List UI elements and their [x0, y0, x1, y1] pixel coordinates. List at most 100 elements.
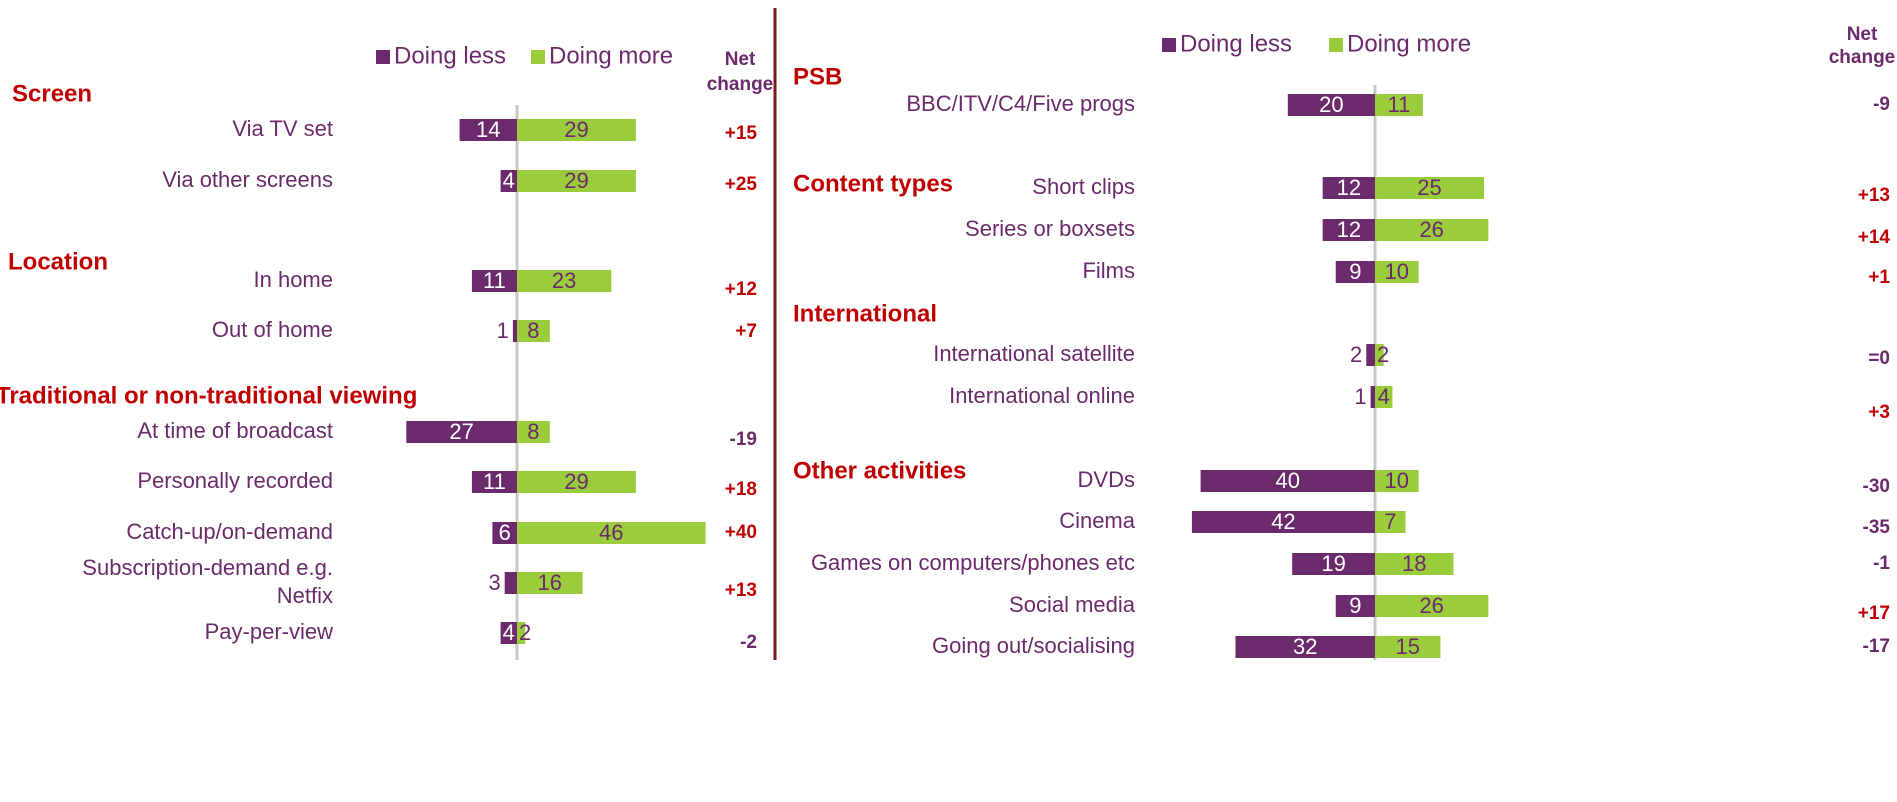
- bar-more: [517, 119, 636, 141]
- category-label: Via other screens: [162, 167, 333, 192]
- net-change: -35: [1863, 517, 1891, 538]
- bar-more: [517, 270, 612, 292]
- bar-less: [471, 270, 517, 292]
- value-label: 16: [538, 570, 562, 595]
- bar-more: [517, 421, 550, 443]
- category-label: At time of broadcast: [137, 418, 333, 443]
- category-label: BBC/ITV/C4/Five progs: [906, 91, 1135, 116]
- bar-less: [406, 421, 517, 443]
- net-change: +3: [1868, 402, 1890, 423]
- value-label: 2: [1350, 342, 1362, 367]
- net-change: +15: [725, 123, 758, 144]
- bar-less: [471, 471, 517, 493]
- bar-more: [517, 572, 583, 594]
- bar-more: [517, 170, 636, 192]
- bar-more: [1375, 219, 1489, 241]
- category-label: Games on computers/phones etc: [811, 550, 1135, 575]
- bar-less: [500, 170, 517, 192]
- bar-less: [492, 522, 517, 544]
- category-label: Cinema: [1059, 508, 1136, 533]
- bar-less: [1335, 261, 1375, 283]
- bar-more: [1375, 636, 1441, 658]
- net-change-header: Net change: [1829, 24, 1896, 68]
- value-label: 10: [1385, 259, 1409, 284]
- bar-less: [1370, 386, 1375, 408]
- value-label: 10: [1385, 468, 1409, 493]
- bar-less: [459, 119, 517, 141]
- bar-less: [512, 320, 517, 342]
- value-label: 4: [503, 168, 515, 193]
- net-change: -30: [1863, 476, 1890, 497]
- group-title: Location: [8, 248, 108, 275]
- net-change: +12: [725, 279, 757, 300]
- category-label: Via TV set: [232, 116, 333, 141]
- category-label: Going out/socialising: [932, 633, 1135, 658]
- net-change: +25: [725, 174, 758, 195]
- bar-less: [1366, 344, 1375, 366]
- category-label: Catch-up/on-demand: [126, 519, 333, 544]
- bar-less: [504, 572, 517, 594]
- bar-more: [517, 522, 706, 544]
- value-label: 40: [1276, 468, 1300, 493]
- bar-more: [1375, 261, 1419, 283]
- value-label: 3: [488, 570, 500, 595]
- net-change: -2: [740, 632, 757, 653]
- value-label: 32: [1293, 634, 1317, 659]
- value-label: 12: [1337, 217, 1361, 242]
- value-label: 9: [1349, 259, 1361, 284]
- value-label: 1: [1354, 384, 1366, 409]
- bar-less: [1287, 94, 1375, 116]
- bar-less: [1292, 553, 1375, 575]
- net-change: +18: [725, 479, 757, 500]
- value-label: 15: [1395, 634, 1419, 659]
- value-label: 2: [519, 620, 531, 645]
- category-label: International online: [949, 383, 1135, 408]
- net-change: +13: [725, 580, 757, 601]
- value-label: 1: [497, 318, 509, 343]
- bar-more: [1375, 553, 1454, 575]
- value-label: 18: [1402, 551, 1426, 576]
- bar-more: [517, 471, 636, 493]
- value-label: 4: [503, 620, 515, 645]
- category-label: In home: [254, 267, 334, 292]
- bar-less: [1322, 177, 1375, 199]
- value-label: 23: [552, 268, 576, 293]
- net-change: +40: [725, 522, 757, 543]
- net-change-header: Net change: [707, 49, 774, 95]
- value-label: 9: [1349, 593, 1361, 618]
- category-label: DVDs: [1078, 467, 1135, 492]
- bar-less: [500, 622, 517, 644]
- value-label: 11: [483, 268, 506, 293]
- group-title: Content types: [793, 170, 953, 197]
- legend-swatch: [531, 50, 545, 64]
- legend-label: Doing more: [549, 42, 673, 69]
- category-label: Pay-per-view: [205, 619, 333, 644]
- group-title: Traditional or non-traditional viewing: [0, 382, 417, 409]
- legend-swatch: [1162, 38, 1176, 52]
- bar-more: [1375, 595, 1489, 617]
- group-title: PSB: [793, 63, 842, 90]
- net-change: +17: [1858, 603, 1890, 624]
- value-label: 14: [476, 117, 500, 142]
- legend-swatch: [376, 50, 390, 64]
- net-change: -1: [1873, 553, 1890, 574]
- bar-more: [517, 320, 550, 342]
- net-change: -17: [1863, 636, 1890, 657]
- net-change: +7: [735, 321, 757, 342]
- category-label: International satellite: [933, 341, 1135, 366]
- value-label: 27: [449, 419, 473, 444]
- group-title: Screen: [12, 80, 92, 107]
- group-title: International: [793, 300, 937, 327]
- category-label: Personally recorded: [137, 468, 333, 493]
- value-label: 26: [1419, 593, 1443, 618]
- legend-label: Doing more: [1347, 30, 1471, 57]
- bar-more: [1375, 470, 1419, 492]
- legend-label: Doing less: [1180, 30, 1292, 57]
- bar-less: [1200, 470, 1375, 492]
- legend-label: Doing less: [394, 42, 506, 69]
- bar-more: [517, 622, 526, 644]
- net-change: +13: [1858, 185, 1890, 206]
- bar-less: [1191, 511, 1375, 533]
- net-change: +14: [1858, 227, 1891, 248]
- value-label: 6: [499, 520, 511, 545]
